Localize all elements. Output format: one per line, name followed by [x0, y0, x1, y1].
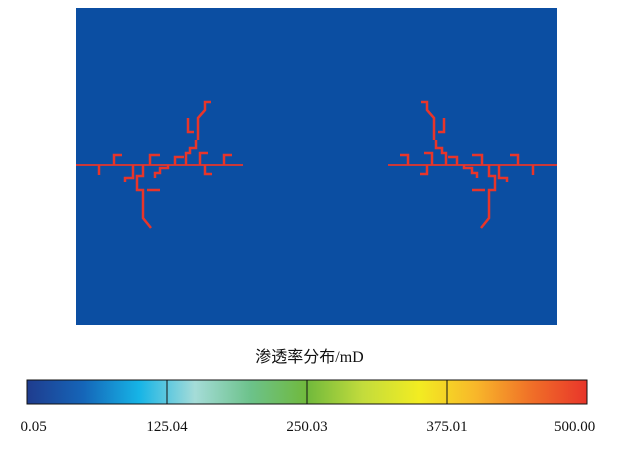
- colorbar-tick-label-3: 375.01: [426, 419, 468, 435]
- colorbar-tick-label-1: 125.04: [146, 419, 188, 435]
- colorbar-ticks: [166, 380, 448, 404]
- fracture-branch: [448, 155, 459, 165]
- fracture-branch: [480, 165, 497, 229]
- colorbar-label: 渗透率分布/mD: [255, 349, 364, 366]
- right-fracture-network: [388, 100, 557, 229]
- matrix-region: [76, 8, 557, 325]
- fracture-branch: [186, 118, 194, 134]
- fracture-branch: [421, 100, 436, 140]
- fracture-branch: [112, 153, 122, 165]
- fracture-branch: [400, 153, 410, 165]
- left-fracture-network: [76, 100, 243, 229]
- fracture-branch: [203, 165, 212, 176]
- fracture-branch: [497, 165, 509, 182]
- fracture-branch: [196, 100, 211, 140]
- fracture-branch: [472, 153, 484, 165]
- fracture-branch: [420, 165, 429, 176]
- colorbar-tick-label-0: 0.05: [20, 419, 47, 435]
- fracture-branch: [153, 165, 170, 178]
- fracture-branch: [438, 118, 446, 134]
- fracture-branch: [222, 153, 232, 165]
- fracture-branch: [198, 151, 208, 165]
- fracture-branch: [173, 155, 184, 165]
- fracture-branch: [135, 165, 152, 229]
- colorbar-tick-label-2: 250.03: [286, 419, 328, 435]
- fracture-branch: [434, 140, 448, 165]
- fracture-branch: [148, 153, 160, 165]
- colorbar-tick-label-4: 500.00: [554, 419, 596, 435]
- fracture-branch: [123, 165, 135, 182]
- fracture-branch: [462, 165, 479, 178]
- fracture-branch: [184, 140, 198, 165]
- fracture-branch: [510, 153, 520, 165]
- fracture-branch: [424, 151, 434, 165]
